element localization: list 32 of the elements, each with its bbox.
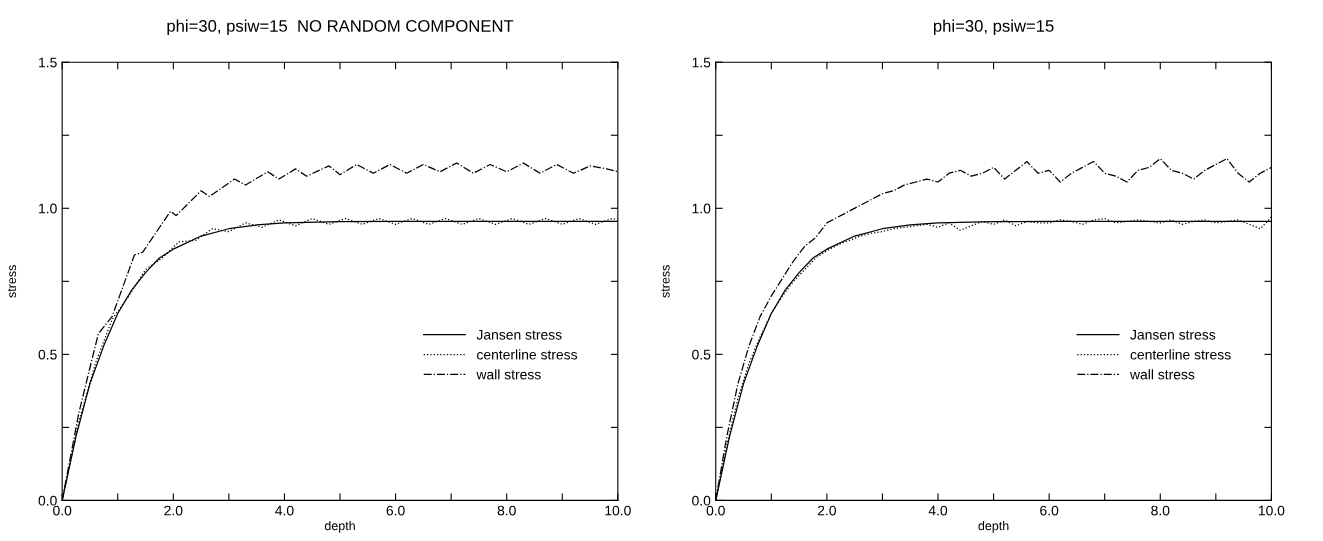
x-tick-label: 10.0 (605, 505, 631, 516)
chart-title: phi=30, psiw=15 (933, 19, 1054, 36)
y-axis-title: stress (7, 265, 17, 298)
x-axis-title: depth (324, 521, 355, 533)
x-tick-label: 6.0 (1040, 505, 1059, 516)
y-tick-label: 0.5 (692, 349, 711, 360)
x-tick-label: 10.0 (1258, 505, 1285, 516)
x-tick-label: 2.0 (164, 505, 183, 516)
y-tick-label: 0.5 (38, 349, 57, 360)
x-tick-label: 0.0 (53, 505, 72, 516)
y-tick-label: 1.5 (692, 57, 711, 68)
x-tick-label: 8.0 (1151, 505, 1170, 516)
legend-label: Jansen stress (1130, 329, 1216, 340)
legend-label: wall stress (476, 369, 541, 380)
chart-title: phi=30, psiw=15 NO RANDOM COMPONENT (167, 19, 514, 36)
y-tick-label: 1.0 (39, 203, 57, 214)
x-axis-title: depth (978, 521, 1009, 533)
y-axis-title: stress (661, 265, 670, 298)
legend-label: centerline stress (1130, 349, 1231, 360)
x-tick-label: 4.0 (928, 505, 948, 516)
x-tick-label: 6.0 (386, 505, 405, 516)
y-tick-label: 1.0 (692, 203, 711, 214)
x-tick-label: 2.0 (817, 505, 836, 516)
y-tick-label: 1.5 (39, 57, 57, 68)
x-tick-label: 8.0 (497, 505, 516, 516)
legend-label: Jansen stress (476, 329, 562, 340)
y-tick-label: 0.0 (38, 495, 57, 506)
x-tick-label: 4.0 (275, 505, 294, 516)
legend-label: wall stress (1129, 369, 1195, 380)
legend-label: centerline stress (477, 349, 578, 360)
y-tick-label: 0.0 (692, 495, 711, 506)
x-tick-label: 0.0 (706, 505, 725, 516)
